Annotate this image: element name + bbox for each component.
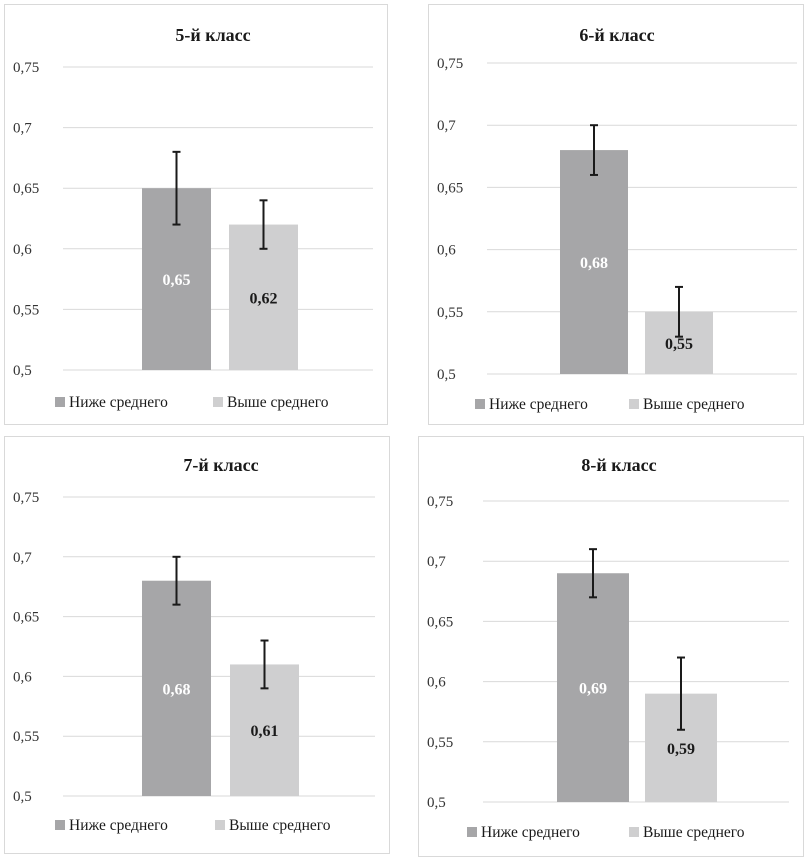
y-tick-label: 0,5 [437, 367, 456, 383]
y-tick-label: 0,6 [437, 243, 456, 259]
legend-swatch [629, 399, 639, 409]
data-label: 0,68 [163, 681, 191, 698]
chart-panel-grade-8: 8-й класс 0,5 0,55 0,6 0,65 0,7 0,75 0,69 0,59 Н… [418, 436, 804, 857]
legend-label: Выше среднего [227, 394, 329, 411]
bar-below-average [560, 150, 628, 374]
y-tick-label: 0,55 [437, 305, 463, 321]
y-tick-label: 0,55 [13, 302, 39, 318]
chart-svg-grade-7: 7-й класс 0,5 0,55 0,6 0,65 0,7 0,75 0,68 0,61 Н… [13, 455, 375, 834]
data-label: 0,59 [667, 741, 695, 758]
legend-swatch [55, 820, 65, 830]
chart-svg-grade-6: 6-й класс 0,5 0,55 0,6 0,65 0,7 0,75 0,68 0,55 Н… [437, 25, 797, 413]
chart-panel-grade-5: 5-й класс 0,5 0,55 0,6 0,65 0,7 0,75 0,65 0,62 Н… [4, 4, 388, 425]
y-tick-label: 0,5 [427, 795, 446, 811]
y-tick-label: 0,75 [13, 60, 39, 76]
y-tick-label: 0,6 [13, 242, 32, 258]
y-tick-label: 0,75 [437, 56, 463, 72]
y-tick-label: 0,7 [13, 121, 32, 137]
legend-swatch [629, 827, 639, 837]
y-tick-label: 0,65 [427, 614, 453, 630]
y-tick-label: 0,5 [13, 363, 32, 379]
data-label: 0,62 [250, 290, 278, 307]
legend-label: Выше среднего [643, 396, 745, 413]
chart-title: 5-й класс [175, 25, 250, 45]
y-tick-label: 0,65 [13, 181, 39, 197]
legend-label: Ниже среднего [489, 396, 588, 413]
legend-swatch [213, 397, 223, 407]
chart-svg-grade-8: 8-й класс 0,5 0,55 0,6 0,65 0,7 0,75 0,69 0,59 Н… [427, 455, 789, 841]
y-tick-label: 0,65 [437, 180, 463, 196]
data-label: 0,61 [251, 723, 279, 740]
y-tick-label: 0,7 [13, 550, 32, 566]
data-label: 0,68 [580, 255, 608, 272]
y-tick-label: 0,55 [427, 735, 453, 751]
legend-label: Ниже среднего [69, 817, 168, 834]
legend-swatch [55, 397, 65, 407]
y-tick-label: 0,65 [13, 610, 39, 626]
y-tick-label: 0,6 [427, 675, 446, 691]
y-tick-label: 0,5 [13, 789, 32, 805]
data-label: 0,65 [163, 272, 191, 289]
y-tick-label: 0,7 [427, 554, 446, 570]
y-tick-label: 0,6 [13, 669, 32, 685]
y-tick-label: 0,55 [13, 729, 39, 745]
legend-label: Выше среднего [643, 824, 745, 841]
legend-label: Ниже среднего [481, 824, 580, 841]
chart-svg-grade-5: 5-й класс 0,5 0,55 0,6 0,65 0,7 0,75 0,65 0,62 Н… [13, 25, 373, 411]
y-tick-label: 0,75 [427, 494, 453, 510]
bar-below-average [557, 573, 629, 802]
legend-label: Ниже среднего [69, 394, 168, 411]
data-label: 0,69 [579, 681, 607, 698]
bar-below-average [142, 580, 211, 796]
chart-panel-grade-7: 7-й класс 0,5 0,55 0,6 0,65 0,7 0,75 0,68 0,61 Н… [4, 436, 390, 854]
chart-title: 8-й класс [581, 455, 656, 475]
chart-panel-grade-6: 6-й класс 0,5 0,55 0,6 0,65 0,7 0,75 0,68 0,55 Н… [428, 4, 804, 425]
y-tick-label: 0,75 [13, 490, 39, 506]
data-label: 0,55 [665, 336, 693, 353]
chart-title: 7-й класс [183, 455, 258, 475]
legend-label: Выше среднего [229, 817, 331, 834]
legend-swatch [215, 820, 225, 830]
legend-swatch [475, 399, 485, 409]
y-tick-label: 0,7 [437, 118, 456, 134]
chart-title: 6-й класс [579, 25, 654, 45]
legend-swatch [467, 827, 477, 837]
